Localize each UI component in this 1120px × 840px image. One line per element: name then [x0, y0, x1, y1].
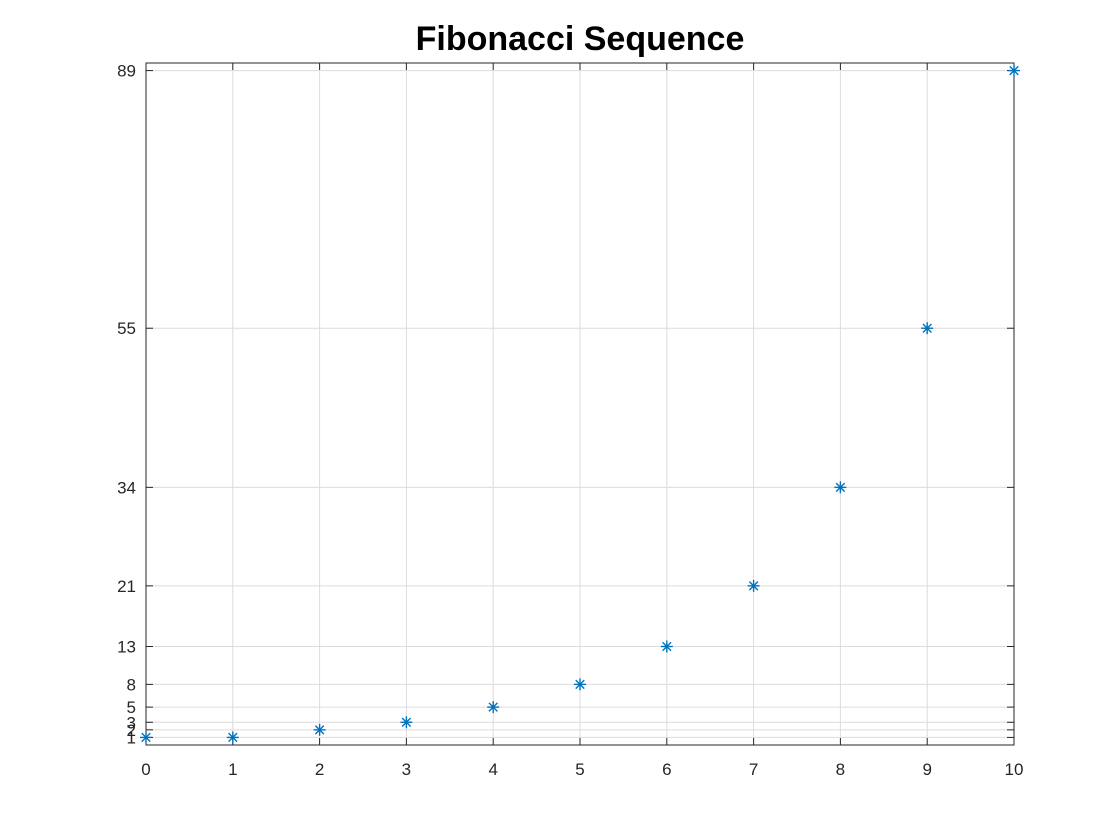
data-point	[921, 322, 934, 335]
y-tick-label: 5	[127, 698, 136, 717]
y-tick-label: 34	[117, 478, 136, 497]
data-point	[226, 731, 239, 744]
x-tick-label: 7	[749, 760, 758, 779]
chart-title: Fibonacci Sequence	[416, 20, 745, 58]
data-point	[1008, 64, 1020, 77]
y-tick-label: 21	[117, 577, 136, 596]
x-tick-label: 10	[1005, 760, 1024, 779]
data-point	[660, 640, 673, 653]
data-point	[574, 678, 586, 691]
y-tick-label: 13	[117, 637, 136, 656]
data-point	[140, 731, 152, 744]
x-tick-label: 4	[488, 760, 497, 779]
y-tick-label: 1	[127, 728, 136, 747]
data-point	[313, 723, 326, 736]
data-point	[747, 579, 760, 592]
data-point	[487, 701, 500, 714]
x-tick-label: 9	[922, 760, 931, 779]
x-tick-label: 2	[315, 760, 324, 779]
y-tick-label: 55	[117, 319, 136, 338]
y-tick-label: 2	[127, 721, 136, 740]
y-tick-label: 3	[127, 713, 136, 732]
y-tick-label: 8	[127, 675, 136, 694]
y-tick-label: 89	[117, 62, 136, 81]
x-tick-label: 1	[228, 760, 237, 779]
data-point	[834, 481, 847, 494]
x-tick-label: 0	[141, 760, 150, 779]
x-tick-label: 6	[662, 760, 671, 779]
data-point	[400, 716, 413, 729]
x-tick-label: 8	[836, 760, 845, 779]
data-markers	[140, 64, 1020, 744]
x-tick-label: 3	[402, 760, 411, 779]
x-tick-label: 5	[575, 760, 584, 779]
